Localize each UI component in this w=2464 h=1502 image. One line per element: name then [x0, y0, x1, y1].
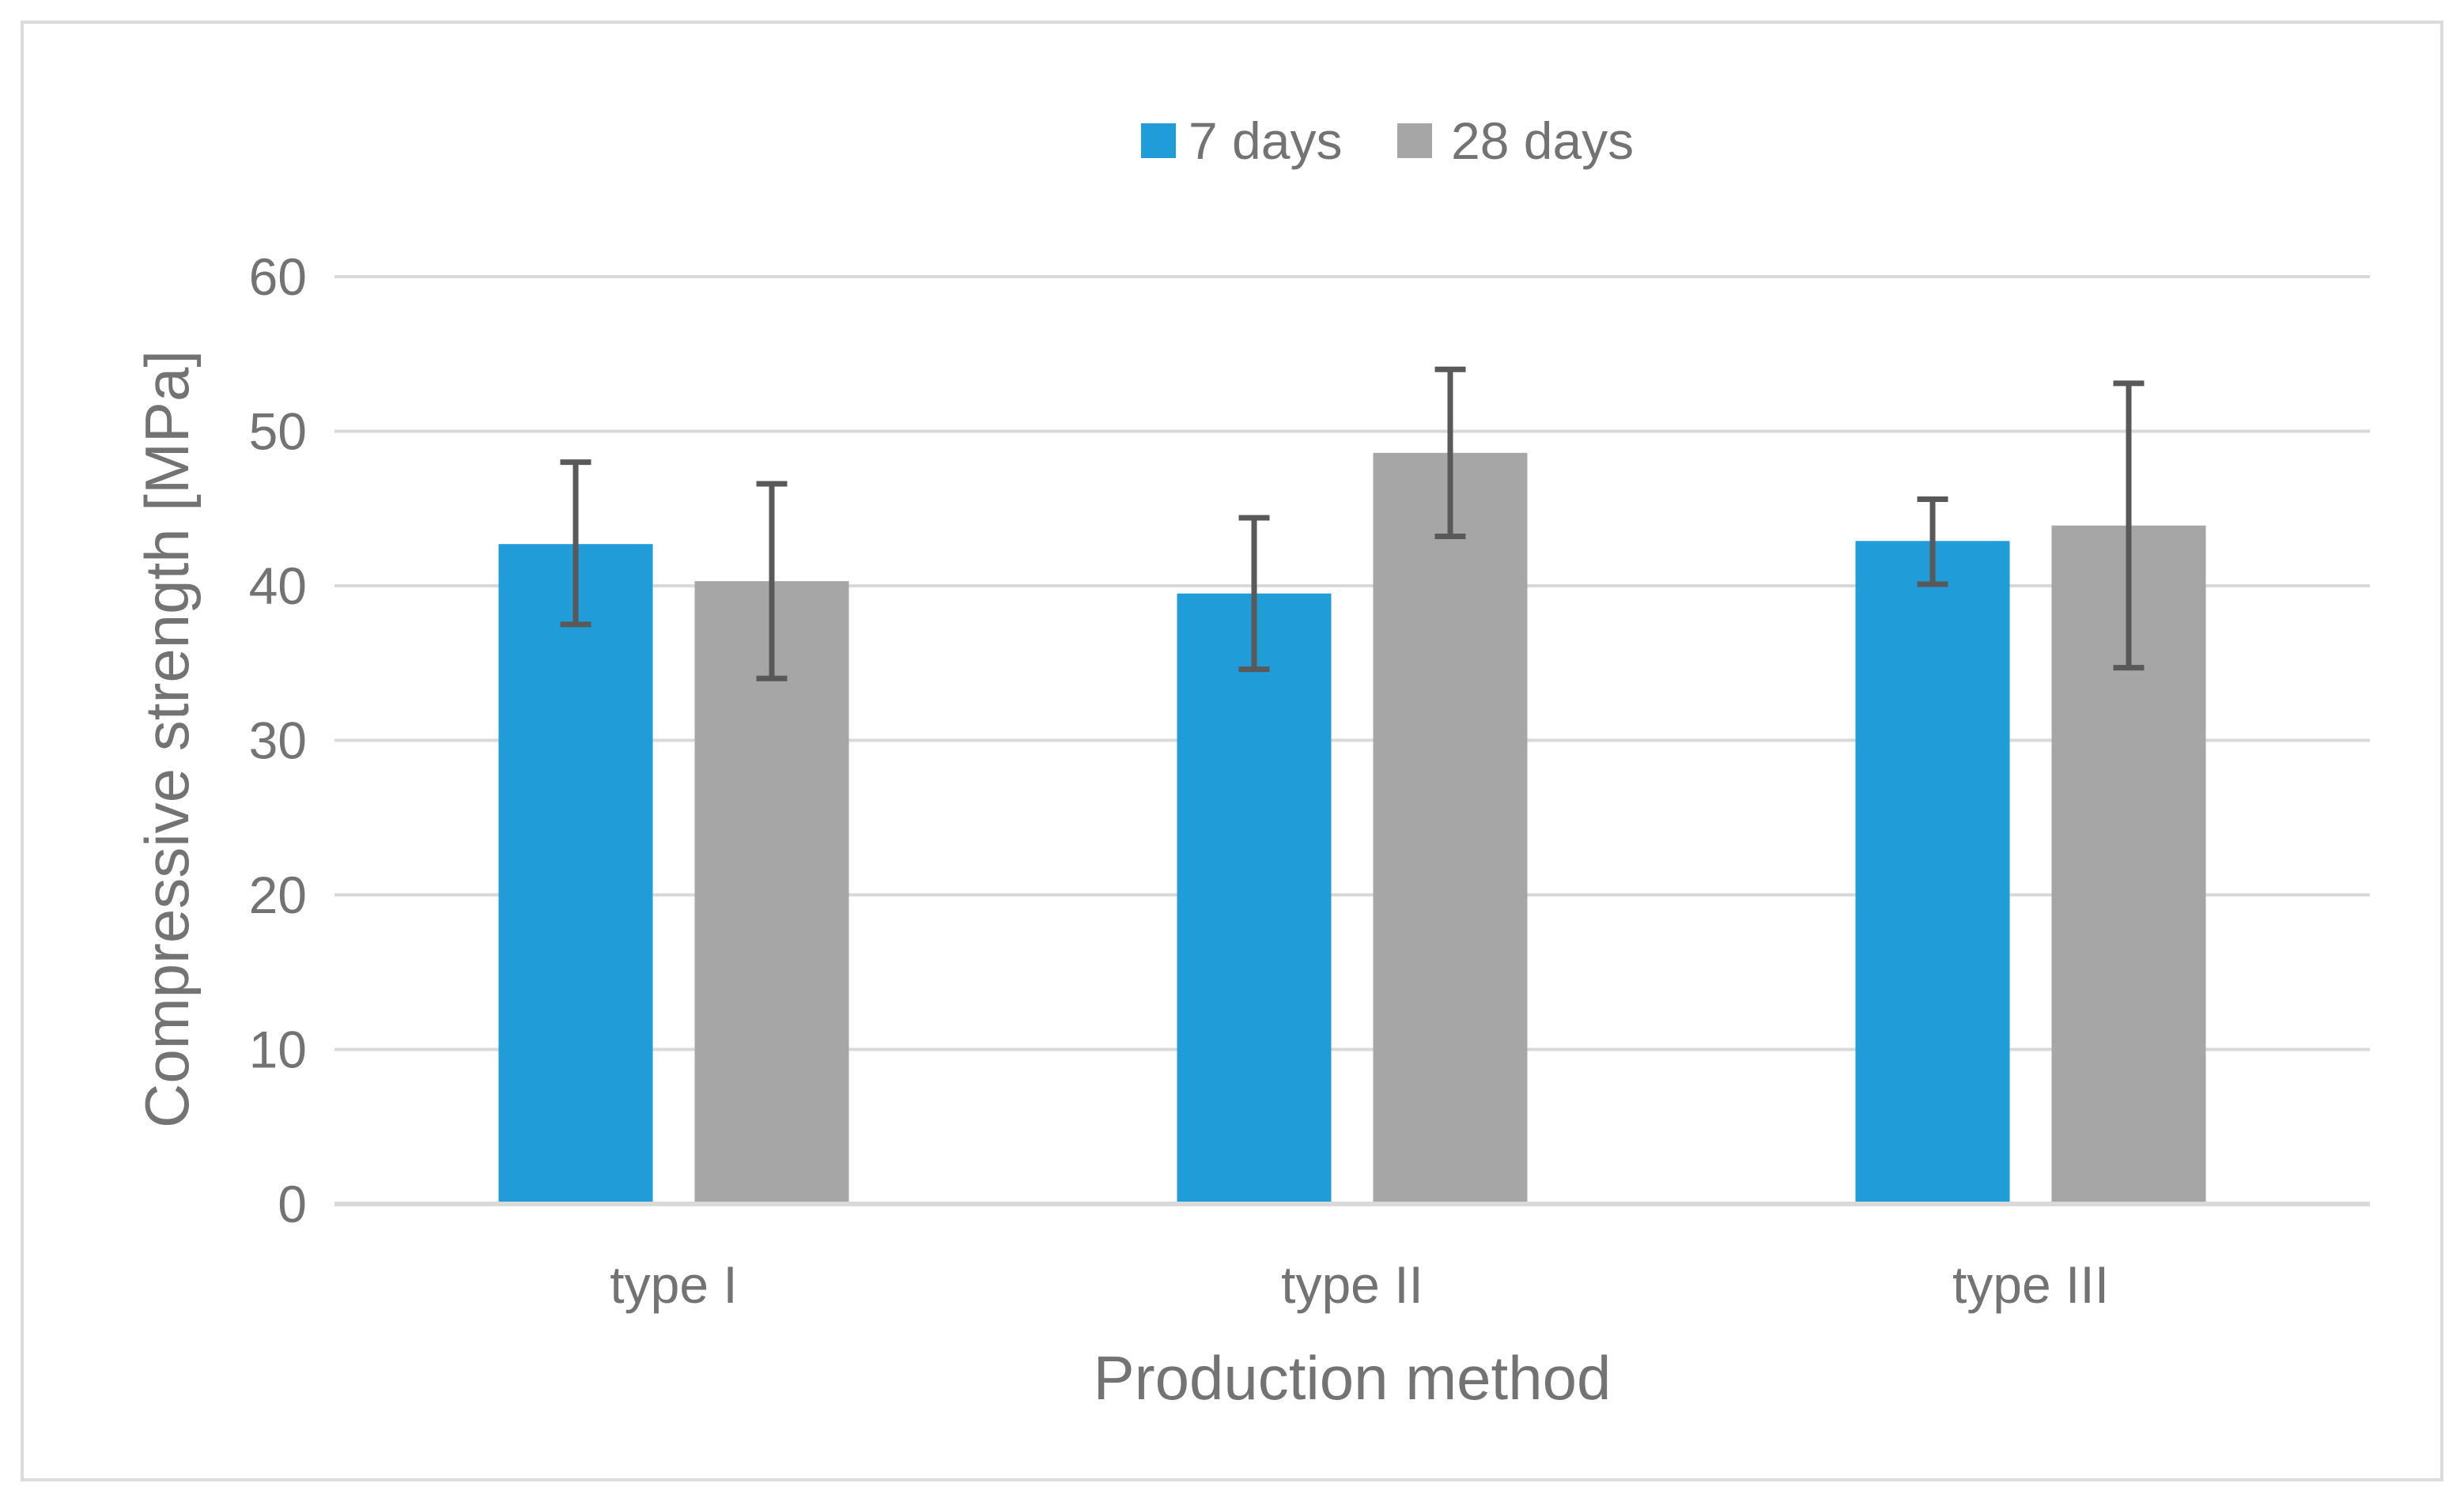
y-tick-label-10: 10 [249, 1021, 307, 1079]
error-bar-7-days-type-iii [1917, 496, 1948, 587]
error-bar-7-days-type-ii [1238, 515, 1270, 673]
y-tick-label-50: 50 [249, 402, 307, 461]
error-bars [560, 366, 2145, 681]
error-bar-28-days-type-iii [2113, 380, 2145, 671]
bar-7-days-type-ii [1177, 593, 1332, 1204]
gridlines [334, 275, 2370, 1051]
legend-item-7-days: 7 days [1141, 111, 1342, 170]
bar-28-days-type-ii [1373, 452, 1528, 1204]
bar-7-days-type-iii [1855, 541, 2010, 1204]
legend: 7 days 28 days [1141, 111, 1634, 170]
legend-marker-28-days [1397, 123, 1432, 158]
bar-series [498, 452, 2206, 1204]
x-category-label-type-ii: type II [1281, 1255, 1423, 1314]
bar-28-days-type-i [694, 581, 849, 1204]
y-axis-title: Compressive strength [MPa] [132, 350, 202, 1128]
error-bar-28-days-type-i [756, 481, 788, 681]
error-bar-28-days-type-ii [1434, 366, 1466, 539]
legend-label-7-days: 7 days [1189, 111, 1342, 170]
x-axis-category-labels: type I type II type III [610, 1255, 2109, 1314]
chart-border [21, 21, 2443, 1481]
y-tick-label-30: 30 [249, 711, 307, 770]
bar-7-days-type-i [498, 544, 653, 1204]
legend-marker-7-days [1141, 123, 1176, 158]
legend-label-28-days: 28 days [1451, 111, 1634, 170]
y-tick-label-40: 40 [249, 557, 307, 615]
y-tick-label-20: 20 [249, 866, 307, 924]
y-axis-tick-labels: 0 10 20 30 40 50 60 [249, 247, 307, 1233]
y-tick-label-60: 60 [249, 247, 307, 306]
y-tick-label-0: 0 [278, 1175, 307, 1233]
x-category-label-type-i: type I [610, 1255, 737, 1314]
x-axis-title: Production method [1094, 1343, 1612, 1413]
legend-item-28-days: 28 days [1397, 111, 1634, 170]
x-category-label-type-iii: type III [1952, 1255, 2109, 1314]
error-bar-7-days-type-i [560, 459, 591, 628]
